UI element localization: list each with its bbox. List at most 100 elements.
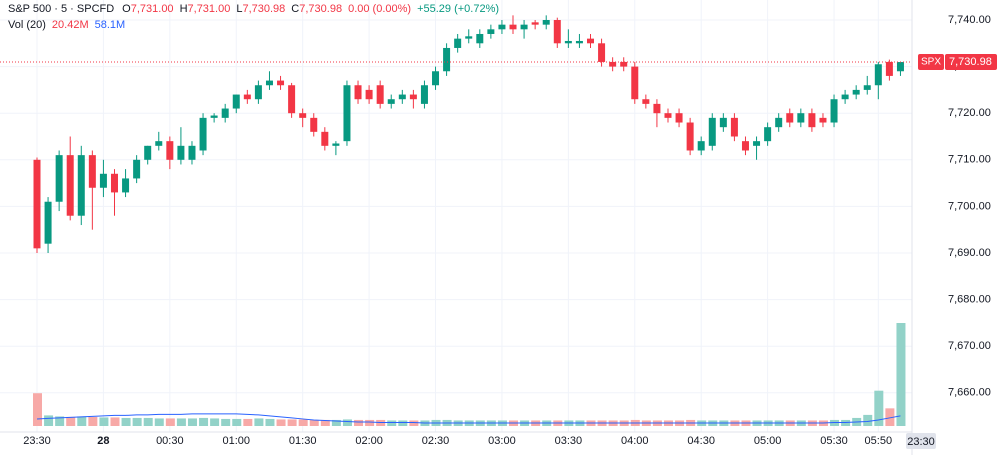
volume-ma-value: 58.1M [95,19,126,31]
candle-body [232,94,240,109]
ohlc-key: H [180,3,188,15]
candle-body [675,113,683,123]
candle-body [310,117,318,132]
volume-bar [874,390,884,426]
candle-body [110,173,118,193]
candle-body [33,159,41,249]
x-tick-label: 05:00 [754,435,782,447]
ohlc-value: 7,731.00 [131,3,174,15]
volume-bar [199,417,209,426]
candle-body [730,117,738,137]
candle-body [243,94,251,100]
candle-body [44,201,52,244]
volume-bar [409,420,419,426]
volume-bar [376,419,386,426]
candle-body [465,36,473,39]
candle-body [631,66,639,100]
candle-body [55,155,63,202]
candle-body [852,89,860,95]
volume-bar [165,418,175,426]
volume-bar [309,419,319,426]
volume-bar [863,414,873,426]
x-tick-label: 01:00 [222,435,250,447]
candle-body [454,38,462,48]
volume-bar [132,417,142,426]
volume-bar [110,417,120,426]
candle-body [210,115,218,118]
candle-body [343,85,351,142]
x-tick-label: 05:30 [820,435,848,447]
candle-body [753,141,761,146]
candle-body [896,62,904,72]
candle-body [133,159,141,179]
candle-body [99,173,107,188]
x-tick-label: 02:00 [355,435,383,447]
candle-body [321,131,329,146]
y-tick-label: 7,680.00 [948,294,991,306]
x-tick-label: 28 [97,435,109,447]
volume-bar [221,418,231,426]
candle-body [609,61,617,67]
ohlc-key: L [236,3,242,15]
x-tick-label: 04:00 [621,435,649,447]
candle-body [432,71,440,86]
volume-bar [276,419,286,426]
candle-body [686,122,694,151]
candle-body [830,99,838,123]
candle-body [354,85,362,100]
candle-body [277,80,285,86]
candle-body [409,94,417,100]
candle-body [642,99,650,104]
last-price-label: 7,730.98 [949,56,992,68]
legend: S&P 500 · 5 · SPCFD O7,731.00 H7,731.00 L7,… [8,3,499,15]
candle-body [575,40,583,44]
ohlc-key: C [291,3,299,15]
volume-label: Vol (20) [8,19,46,31]
candle-body [254,85,262,100]
candle-body [531,22,539,25]
candle-body [66,155,74,216]
x-tick-label: 23:30 [23,435,51,447]
y-tick-label: 7,720.00 [948,107,991,119]
volume-bar [342,419,352,426]
candle-body [420,85,428,104]
ohlc-value: 7,731.00 [188,3,231,15]
volume-bar [841,419,851,426]
candle-body [487,29,495,34]
candle-body [520,24,528,30]
candle-body [841,94,849,100]
volume-bar [331,419,341,426]
candle-body [564,40,572,44]
volume-bar [66,416,76,426]
volume-bar [287,419,297,426]
candle-body [874,64,882,86]
candle-body [299,113,307,118]
candle-body [166,141,174,160]
candle-body [221,108,229,118]
candle-body [620,61,628,67]
change: 0.00 (0.00%) [348,3,411,15]
candle-body [199,117,207,151]
candle-body [775,117,783,128]
volume-bar [830,419,840,426]
candle-body [786,113,794,123]
candle-body [587,38,594,44]
volume-bar [265,418,275,426]
ohlc-value: 7,730.98 [299,3,342,15]
candle-body [376,85,384,104]
x-tick-label: 03:00 [488,435,516,447]
volume-bar [210,418,220,426]
volume-bar [896,323,906,426]
candle-body [265,80,273,86]
volume-bar [33,393,42,426]
candle-body [77,155,85,216]
candle-body [708,117,716,146]
candle-body [664,113,672,118]
volume-bar [365,419,375,426]
last-price-box [945,54,997,71]
candle-body [819,117,827,123]
candle-body [598,43,606,62]
volume-bar [99,417,109,426]
